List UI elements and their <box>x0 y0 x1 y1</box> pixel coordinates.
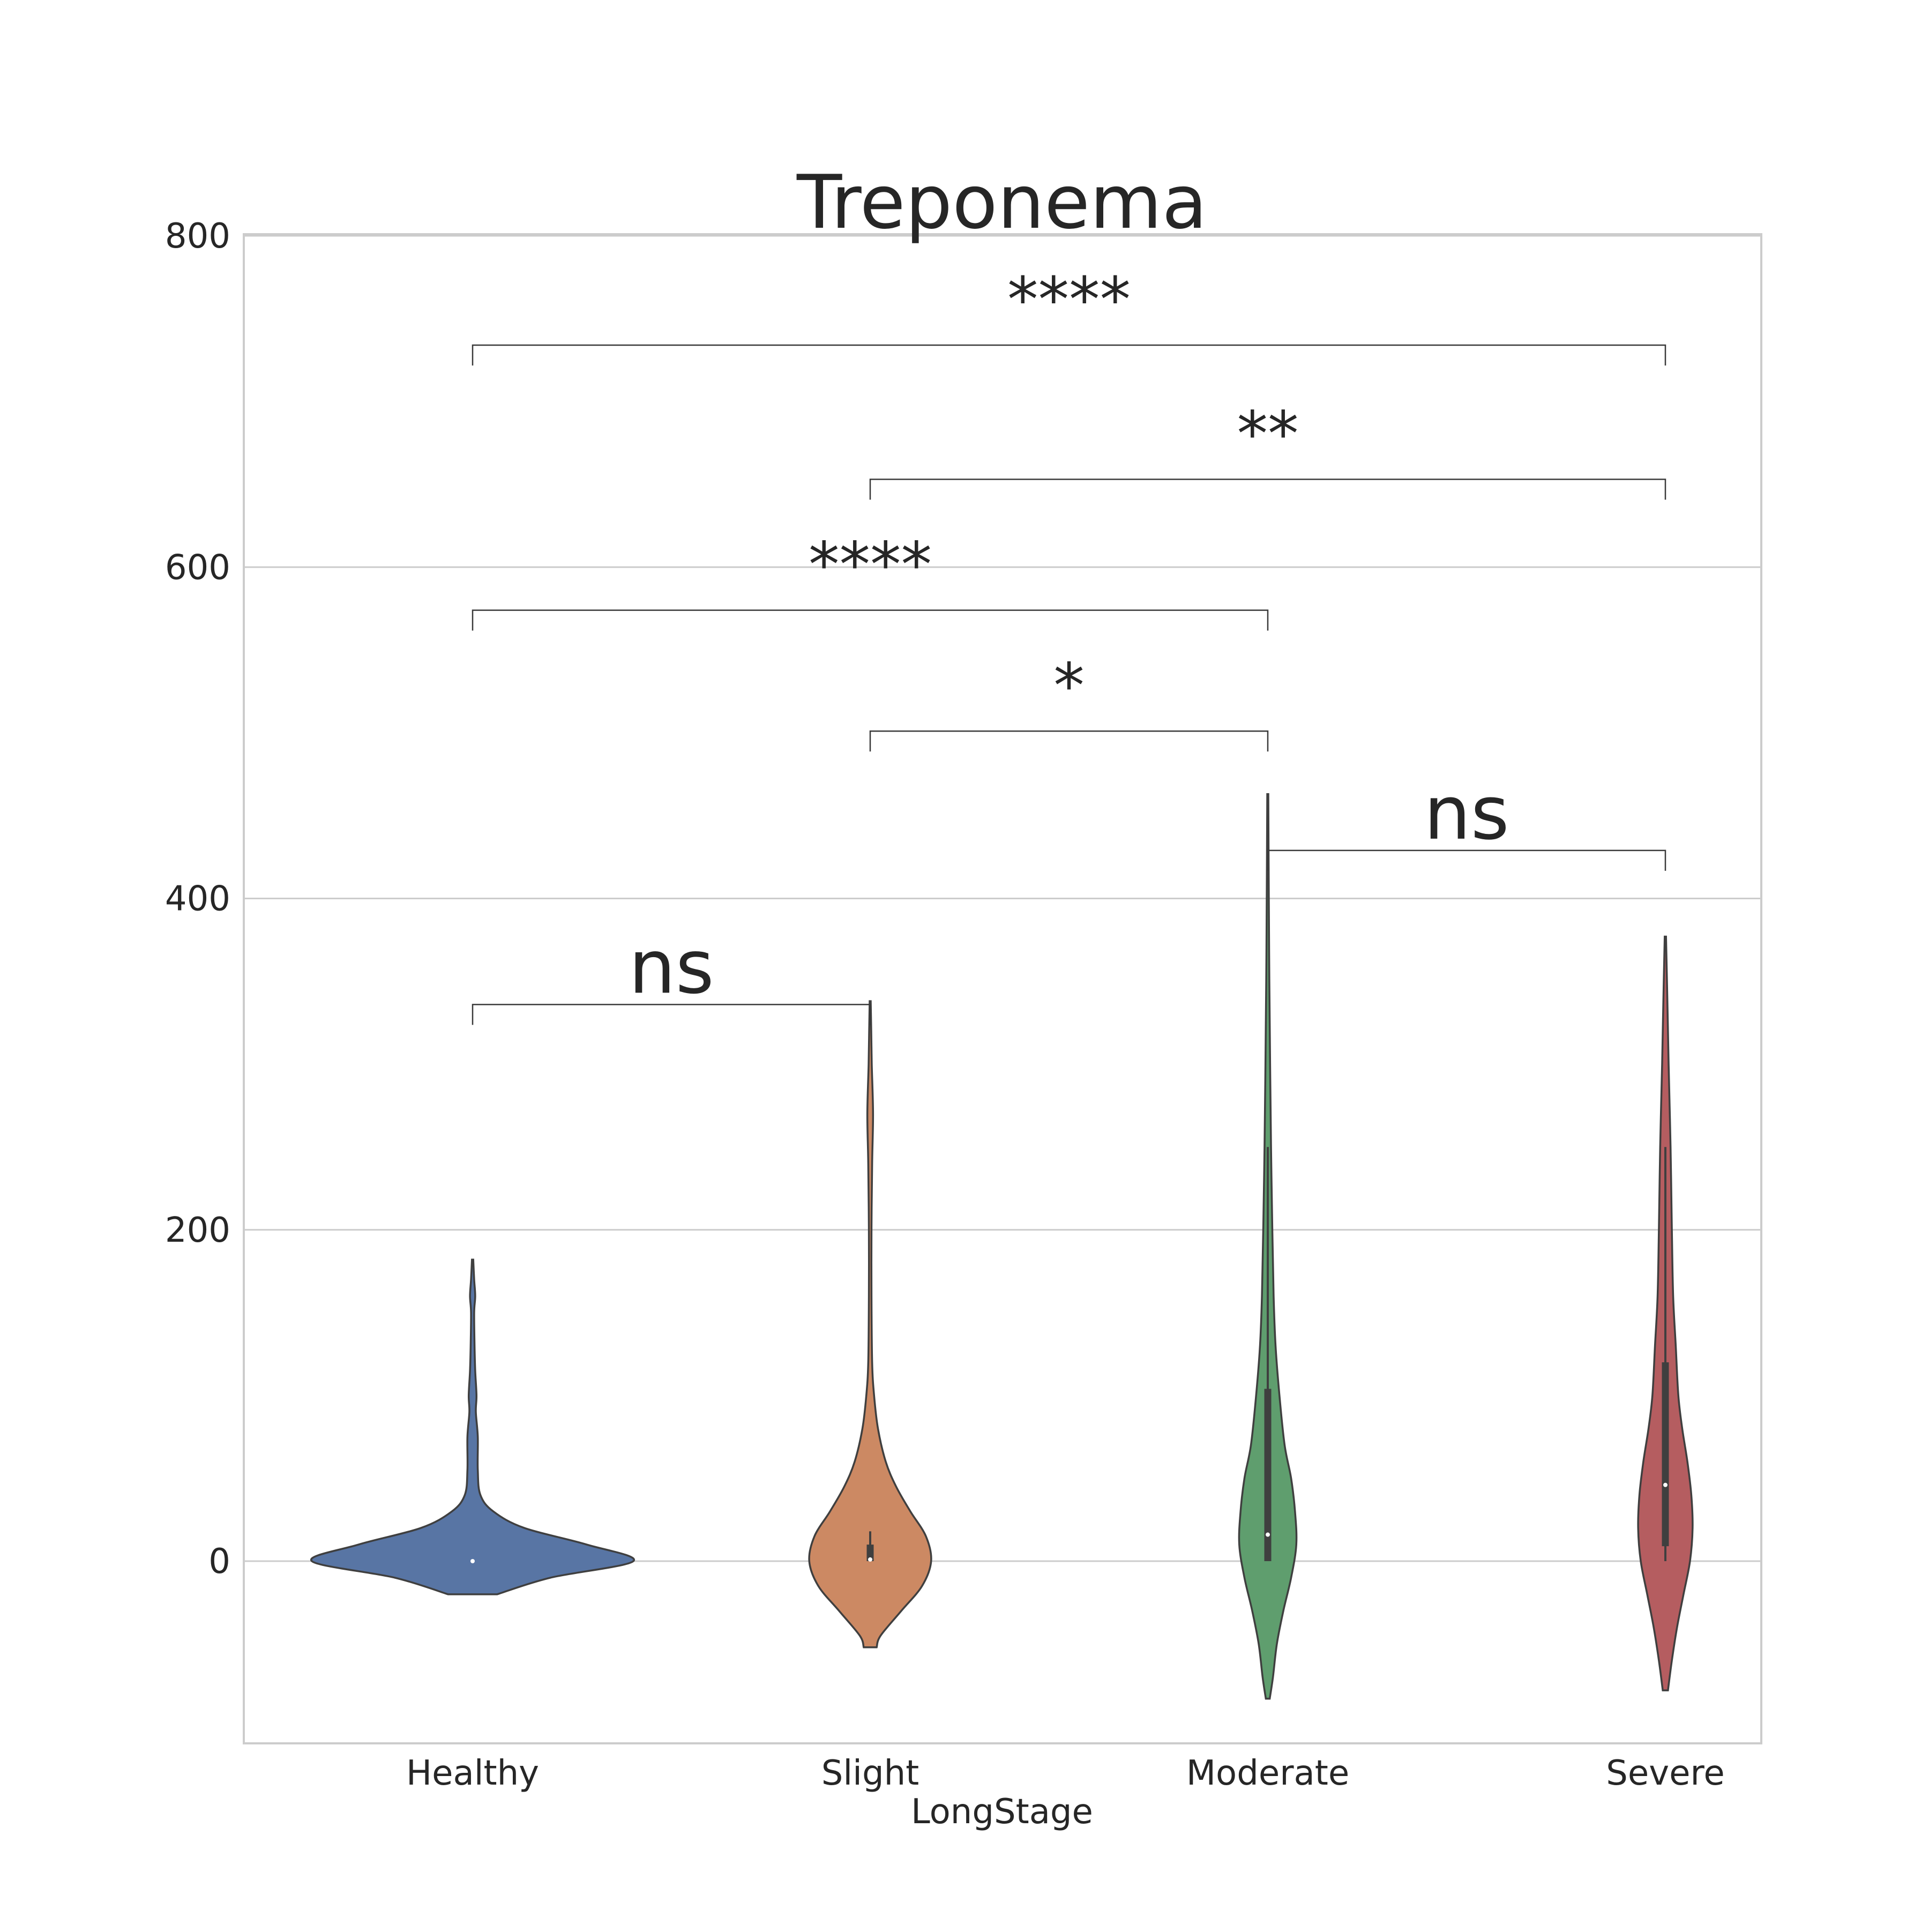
x-tick-label: Moderate <box>1186 1754 1349 1793</box>
significance-label: **** <box>1007 264 1131 336</box>
significance-bracket: **** <box>472 264 1666 366</box>
violin-healthy <box>310 1258 635 1595</box>
violin-median <box>868 1557 872 1562</box>
violin-median <box>470 1559 475 1563</box>
significance-bracket: **** <box>472 529 1269 631</box>
bracket-line <box>472 609 1269 631</box>
significance-label: * <box>1053 650 1085 722</box>
y-tick-label: 600 <box>165 548 230 587</box>
violin-median <box>1266 1532 1270 1537</box>
x-axis-label: LongStage <box>911 1792 1093 1832</box>
bracket-line <box>1267 849 1666 871</box>
x-tick-label: Healthy <box>406 1754 539 1793</box>
x-tick-label: Severe <box>1606 1754 1725 1793</box>
plot-frame <box>243 233 1762 1744</box>
y-axis-ticks: 0 200 400 600 800 <box>165 217 230 1582</box>
bracket-line <box>472 344 1666 366</box>
bracket-line <box>472 1004 871 1025</box>
significance-bracket: ns <box>472 924 871 1025</box>
significance-bracket: ** <box>869 398 1666 500</box>
chart-title: Treponema <box>796 159 1207 245</box>
significance-label: ns <box>1424 770 1509 856</box>
y-tick-label: 0 <box>208 1542 230 1582</box>
grid-layer <box>244 235 1761 1562</box>
x-tick-label: Slight <box>821 1754 919 1793</box>
significance-label: **** <box>809 529 932 601</box>
violin-median <box>1663 1482 1668 1487</box>
bracket-line <box>869 730 1269 752</box>
y-tick-label: 800 <box>165 217 230 256</box>
bracket-line <box>869 479 1666 500</box>
y-tick-label: 400 <box>165 879 230 919</box>
violin-body <box>808 1000 932 1648</box>
violin-slight <box>808 1000 932 1648</box>
x-axis-ticks: Healthy Slight Moderate Severe <box>406 1754 1725 1793</box>
y-tick-label: 200 <box>165 1211 230 1250</box>
violin-layer <box>310 793 1694 1700</box>
significance-bracket: * <box>869 650 1269 752</box>
significance-label: ns <box>629 924 714 1010</box>
violin-body <box>310 1258 635 1595</box>
significance-label: ** <box>1237 398 1299 470</box>
violin-severe <box>1637 935 1694 1691</box>
violin-moderate <box>1238 793 1298 1700</box>
significance-bracket: ns <box>1267 770 1666 871</box>
